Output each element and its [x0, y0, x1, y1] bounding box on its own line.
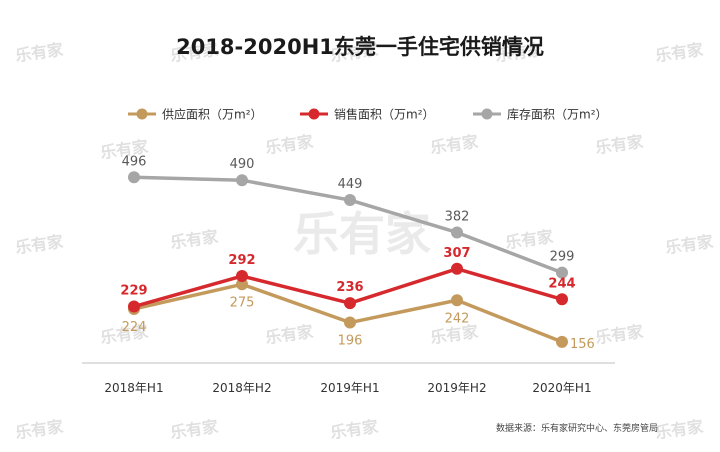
data-point: [451, 226, 463, 239]
watermark-text: 乐有家: [654, 417, 705, 443]
x-tick-label: 2018年H2: [212, 381, 271, 395]
x-tick-label: 2019年H2: [427, 381, 486, 395]
data-point: [236, 174, 248, 187]
data-label: 449: [338, 177, 363, 192]
x-tick-label: 2020年H1: [532, 381, 591, 395]
legend-label: 库存面积（万m²）: [507, 107, 608, 122]
watermark-text: 乐有家: [594, 132, 645, 158]
data-point: [556, 266, 568, 279]
data-label: 236: [336, 280, 363, 295]
data-label: 156: [570, 337, 595, 352]
legend-label: 供应面积（万m²）: [162, 107, 263, 122]
watermark-text: 乐有家: [504, 227, 555, 253]
data-point: [236, 278, 248, 291]
data-label: 496: [122, 154, 147, 169]
data-label: 275: [230, 295, 255, 310]
data-point: [128, 300, 140, 313]
data-label: 382: [445, 209, 470, 224]
watermark-text: 乐有家: [169, 227, 220, 253]
data-label: 292: [228, 253, 255, 268]
data-label: 229: [120, 284, 147, 299]
data-point: [556, 335, 568, 348]
watermark-text: 乐有家: [169, 417, 220, 443]
source-note: 数据来源：乐有家研究中心、东莞房管局: [496, 422, 658, 434]
watermark-text: 乐有家: [594, 322, 645, 348]
data-point: [236, 270, 248, 283]
data-label: 242: [445, 311, 470, 326]
data-label: 196: [338, 334, 363, 349]
data-label: 307: [443, 246, 470, 261]
watermark-text: 乐有家: [264, 322, 315, 348]
watermark-text: 乐有家: [14, 40, 65, 66]
data-point: [344, 316, 356, 329]
watermark-text: 乐有家: [664, 232, 715, 258]
x-tick-label: 2018年H1: [104, 381, 163, 395]
data-point: [128, 171, 140, 184]
data-point: [451, 262, 463, 275]
legend-swatch-marker: [136, 108, 148, 120]
watermark-text: 乐有家: [654, 40, 705, 66]
x-tick-label: 2019年H1: [320, 381, 379, 395]
data-point: [556, 293, 568, 306]
watermark-large: 乐有家: [293, 207, 431, 261]
data-point: [344, 297, 356, 310]
data-label: 299: [550, 250, 575, 265]
watermark-text: 乐有家: [429, 132, 480, 158]
data-label: 224: [122, 320, 147, 335]
legend-label: 销售面积（万m²）: [334, 107, 435, 122]
legend: 供应面积（万m²） 销售面积（万m²） 库存面积（万m²）: [128, 107, 608, 122]
watermark-text: 乐有家: [14, 232, 65, 258]
data-point: [451, 294, 463, 307]
data-label: 490: [230, 157, 255, 172]
watermark-text: 乐有家: [329, 417, 380, 443]
chart-title: 2018-2020H1东莞一手住宅供销情况: [176, 35, 544, 59]
x-tick-labels: 2018年H1 2018年H2 2019年H1 2019年H2 2020年H1: [104, 381, 591, 395]
watermark-text: 乐有家: [264, 132, 315, 158]
watermark-text: 乐有家: [14, 417, 65, 443]
legend-swatch-marker: [308, 108, 320, 120]
series-layer: 496 490 449 382 299 224 275 196 242 156 229 292 236 3…: [120, 154, 594, 352]
data-label: 244: [548, 276, 575, 291]
legend-swatch-marker: [481, 108, 493, 120]
data-point: [344, 194, 356, 207]
